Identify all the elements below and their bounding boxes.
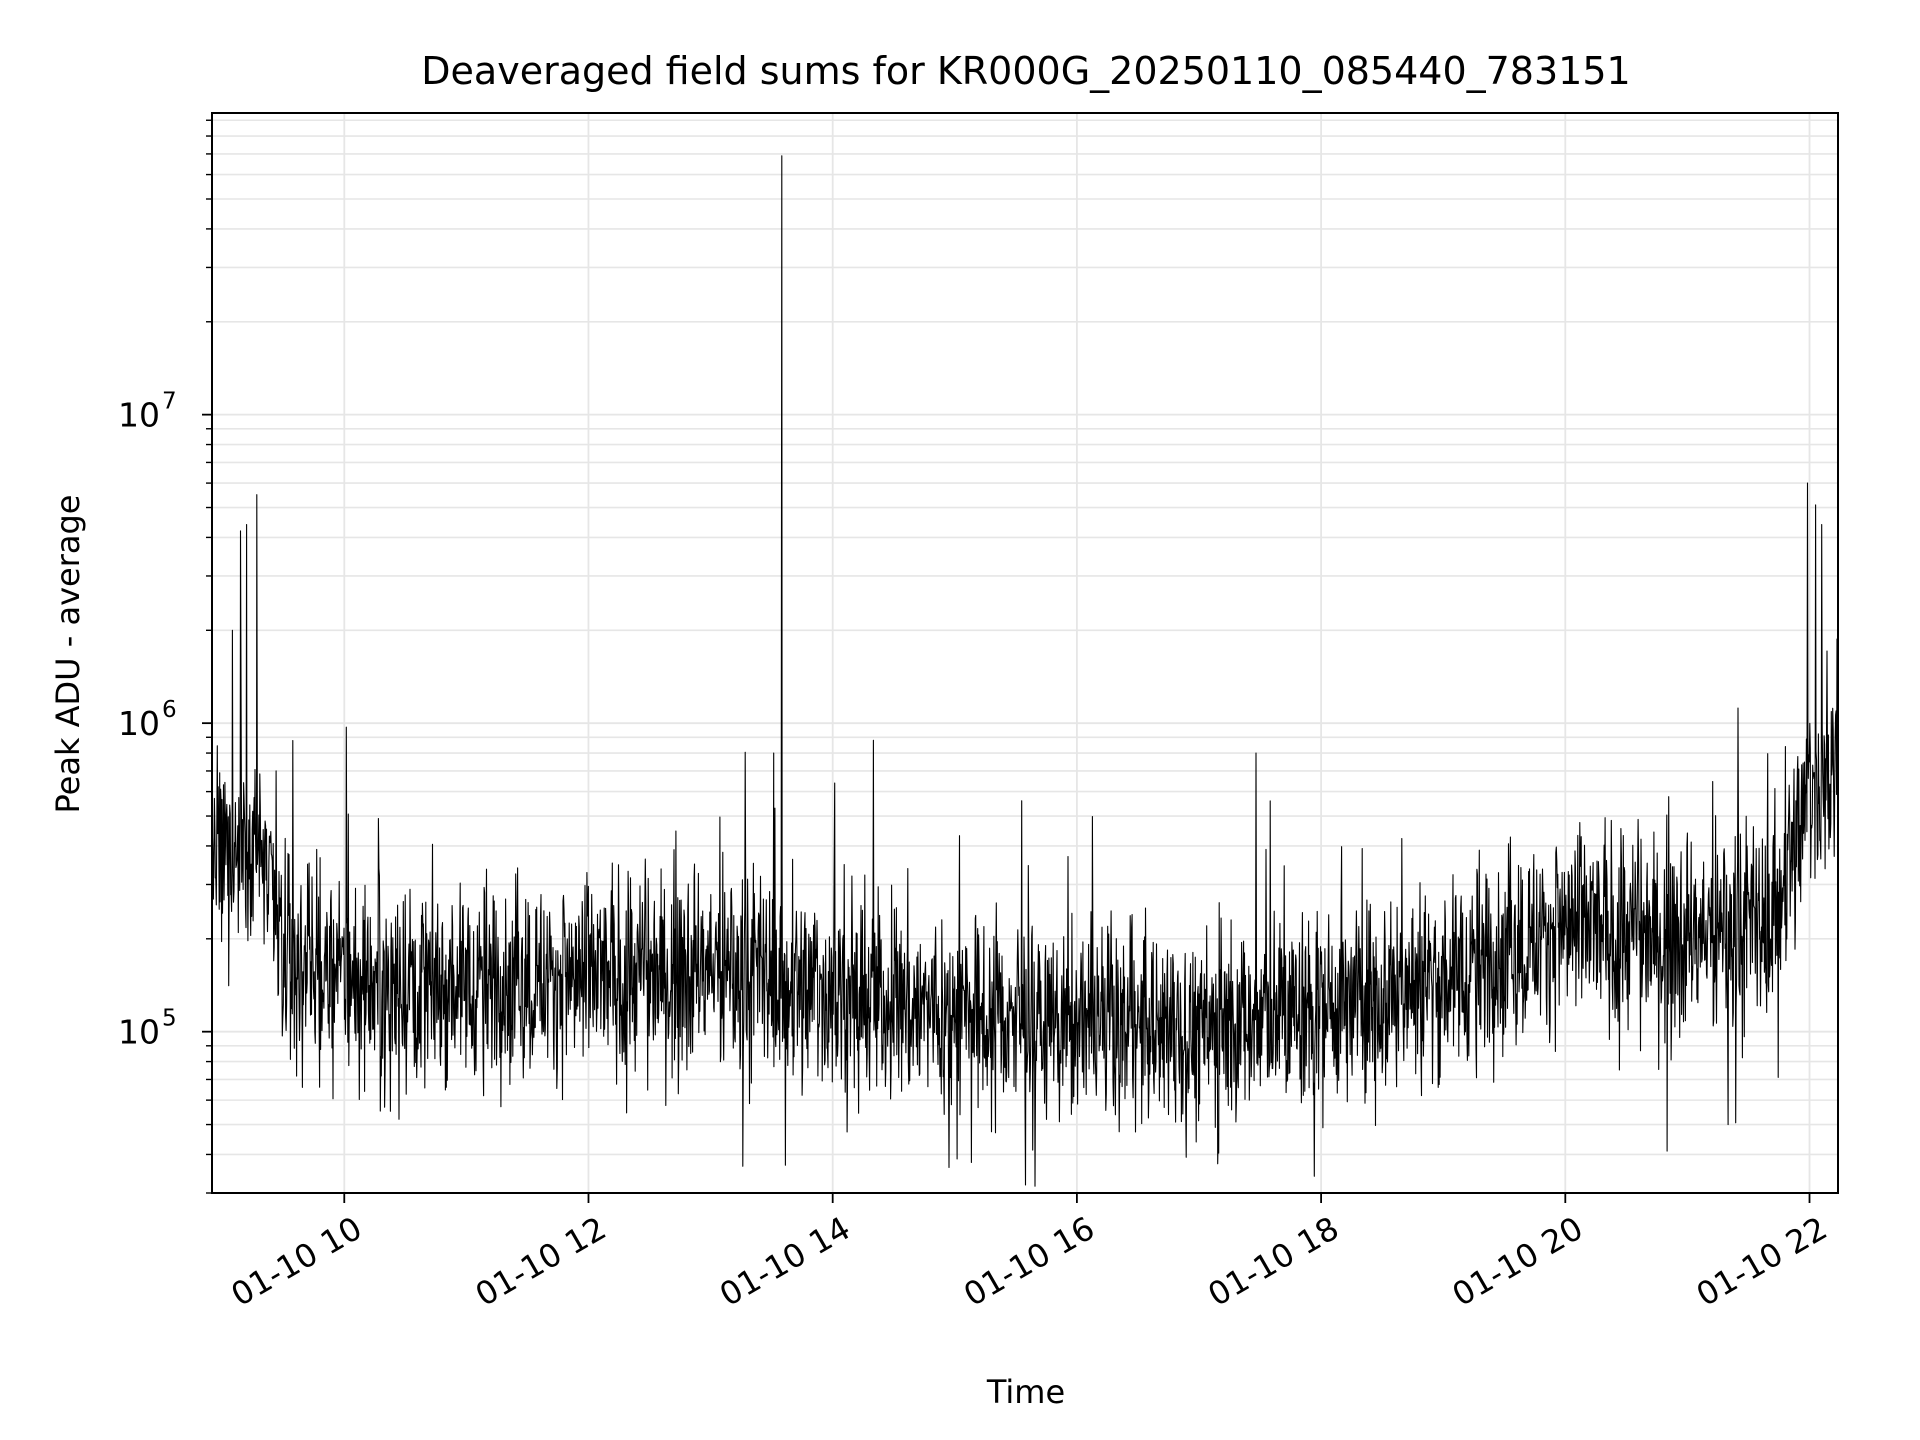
y-tick-label: 10 (118, 704, 160, 743)
x-tick-label: 01-10 18 (1201, 1209, 1345, 1314)
x-tick-label: 01-10 10 (225, 1209, 369, 1314)
x-tick-label: 01-10 16 (957, 1209, 1101, 1314)
series-line (211, 155, 1839, 1187)
y-tick-label: 10 (118, 1013, 160, 1052)
y-tick-label: 10 (118, 396, 160, 435)
x-tick-label: 01-10 22 (1690, 1209, 1834, 1314)
x-tick-label: 01-10 12 (469, 1209, 613, 1314)
y-tick-label-exponent: 6 (162, 697, 177, 723)
chart-title: Deaveraged field sums for KR000G_2025011… (421, 49, 1630, 93)
y-axis-label: Peak ADU - average (49, 495, 87, 814)
y-tick-label-exponent: 7 (162, 389, 177, 415)
x-tick-label: 01-10 14 (713, 1209, 857, 1314)
x-axis-ticks: 01-10 10 01-10 12 01-10 14 01-10 16 01-10 18… (225, 1193, 1834, 1314)
plot-area-frame (211, 112, 1839, 1194)
y-tick-label-exponent: 5 (162, 1006, 177, 1032)
x-axis-label: Time (986, 1373, 1065, 1411)
x-tick-label: 01-10 20 (1446, 1209, 1590, 1314)
